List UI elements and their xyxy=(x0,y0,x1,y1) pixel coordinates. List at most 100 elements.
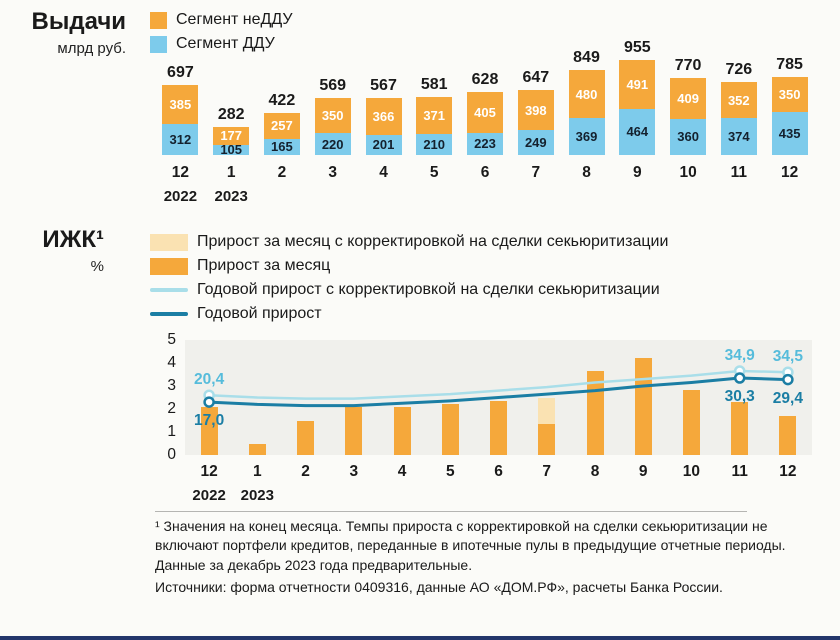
annual-growth-adjusted-line xyxy=(207,369,790,400)
x-tick-label: 10 xyxy=(679,164,697,181)
segment-value-neddu: 385 xyxy=(169,97,192,113)
annual-legend-swatch xyxy=(150,312,188,316)
x-tick-label: 12 xyxy=(200,463,218,480)
top-chart-legend: Сегмент неДДУ Сегмент ДДУ xyxy=(150,8,293,56)
segment-value-ddu: 464 xyxy=(626,124,649,140)
line-marker xyxy=(203,396,215,408)
x-tick-label: 3 xyxy=(328,164,337,181)
segment-value-ddu: 165 xyxy=(271,139,293,155)
legend-item-month: Прирост за месяц xyxy=(150,254,668,278)
bar-group: 371 210 xyxy=(416,96,453,155)
x-tick-label: 11 xyxy=(730,164,747,181)
bar-segment-neddu: 352 xyxy=(720,82,757,118)
top-chart-title: Выдачи xyxy=(31,8,127,35)
x-tick-label: 8 xyxy=(590,463,600,480)
x-tick-label: 4 xyxy=(397,463,407,480)
x-tick-label: 4 xyxy=(379,164,388,181)
y-tick-label: 2 xyxy=(167,400,176,417)
segment-value-ddu: 249 xyxy=(524,135,547,151)
neddu-legend-swatch xyxy=(150,11,167,29)
segment-value-neddu: 177 xyxy=(220,128,243,144)
bottom-chart-x-axis: 12 1 2 3 4 5 6 7 8 9 10 11 12 2022 2023 xyxy=(185,463,812,511)
bar-group: 398 249 xyxy=(517,90,554,155)
x-tick-label: 3 xyxy=(349,463,359,480)
x-tick-label: 2 xyxy=(301,463,310,480)
month-legend-swatch xyxy=(150,257,188,275)
bar-total-label: 628 xyxy=(471,71,499,89)
year-label: 2023 xyxy=(240,487,274,504)
bar-segment-ddu: 210 xyxy=(416,134,453,155)
legend-item-neddu: Сегмент неДДУ xyxy=(150,8,293,32)
legend-label: Годовой прирост с корректировкой на сдел… xyxy=(197,281,660,298)
bar-total-label: 849 xyxy=(573,49,600,67)
legend-label: Сегмент неДДУ xyxy=(176,11,293,28)
segment-value-neddu: 257 xyxy=(271,118,293,134)
segment-value-neddu: 480 xyxy=(575,86,598,102)
bottom-accent-bar xyxy=(0,636,840,640)
legend-label: Прирост за месяц xyxy=(197,257,331,274)
bar-segment-ddu: 201 xyxy=(365,134,402,155)
bar-segment-neddu: 398 xyxy=(517,90,554,131)
bottom-chart-title: ИЖК¹ xyxy=(42,226,104,253)
bar-total-label: 569 xyxy=(319,77,347,95)
bar-month xyxy=(393,406,411,455)
segment-value-neddu: 405 xyxy=(474,104,496,120)
segment-value-neddu: 491 xyxy=(626,76,649,92)
bar-total-label: 647 xyxy=(522,69,550,87)
bar-month xyxy=(682,389,700,455)
bar-segment-neddu: 366 xyxy=(365,98,402,135)
segment-value-ddu: 105 xyxy=(220,142,243,158)
segment-value-ddu: 210 xyxy=(423,137,446,152)
bar-total-label: 726 xyxy=(725,61,753,79)
segment-value-ddu: 223 xyxy=(474,136,496,152)
x-tick-label: 7 xyxy=(542,463,551,480)
bar-total-label: 697 xyxy=(167,64,194,82)
x-tick-label: 6 xyxy=(480,164,490,181)
bar-segment-neddu: 491 xyxy=(619,59,656,109)
x-tick-label: 9 xyxy=(638,463,648,480)
segment-value-neddu: 350 xyxy=(321,108,344,124)
bar-group: 385 312 xyxy=(162,85,199,155)
bar-group: 480 369 xyxy=(568,70,605,155)
bar-total-label: 282 xyxy=(217,105,245,123)
bar-segment-ddu: 105 xyxy=(213,142,250,158)
bar-month xyxy=(441,404,459,455)
bar-month xyxy=(200,406,218,455)
footnote-sources: Источники: форма отчетности 0409316, дан… xyxy=(155,578,723,595)
bar-group: 350 435 xyxy=(771,76,808,155)
bar-total-label: 567 xyxy=(370,77,397,95)
x-tick-label: 8 xyxy=(582,164,591,181)
legend-label: Сегмент ДДУ xyxy=(176,35,275,52)
x-tick-label: 12 xyxy=(780,164,799,181)
line-marker xyxy=(733,372,746,384)
year-label: 2023 xyxy=(214,188,248,205)
x-tick-label: 9 xyxy=(632,164,642,181)
x-tick-label: 10 xyxy=(682,463,701,480)
bottom-chart-legend: Прирост за месяц с корректировкой на сде… xyxy=(150,230,668,326)
y-tick-label: 0 xyxy=(167,446,176,463)
bar-group: 405 223 xyxy=(467,92,503,155)
x-tick-label: 6 xyxy=(494,463,503,480)
x-tick-label: 1 xyxy=(252,463,262,480)
bar-segment-neddu: 350 xyxy=(771,76,808,112)
growth-lines-svg xyxy=(203,365,794,408)
bar-segment-neddu: 405 xyxy=(467,92,503,133)
y-tick-label: 5 xyxy=(167,331,176,348)
top-chart-x-axis: 12 1 2 3 4 5 6 7 8 9 10 11 12 2022 2023 xyxy=(155,164,815,212)
segment-value-ddu: 369 xyxy=(575,129,598,145)
segment-value-ddu: 220 xyxy=(321,136,344,152)
bar-month xyxy=(490,400,507,455)
bar-month xyxy=(779,415,797,455)
legend-label: Годовой прирост xyxy=(197,305,322,322)
annual_adj-legend-swatch xyxy=(150,288,188,292)
bar-group: 491 464 xyxy=(619,59,656,156)
bar-total-label: 581 xyxy=(420,75,448,93)
year-label: 2022 xyxy=(192,487,226,504)
legend-label: Прирост за месяц с корректировкой на сде… xyxy=(197,233,669,250)
bar-segment-neddu: 371 xyxy=(416,96,453,134)
bar-segment-ddu: 374 xyxy=(720,117,757,155)
segment-value-ddu: 360 xyxy=(677,129,699,145)
x-tick-label: 5 xyxy=(445,463,455,480)
annual-growth-line xyxy=(207,376,790,408)
segment-value-neddu: 352 xyxy=(727,92,750,108)
